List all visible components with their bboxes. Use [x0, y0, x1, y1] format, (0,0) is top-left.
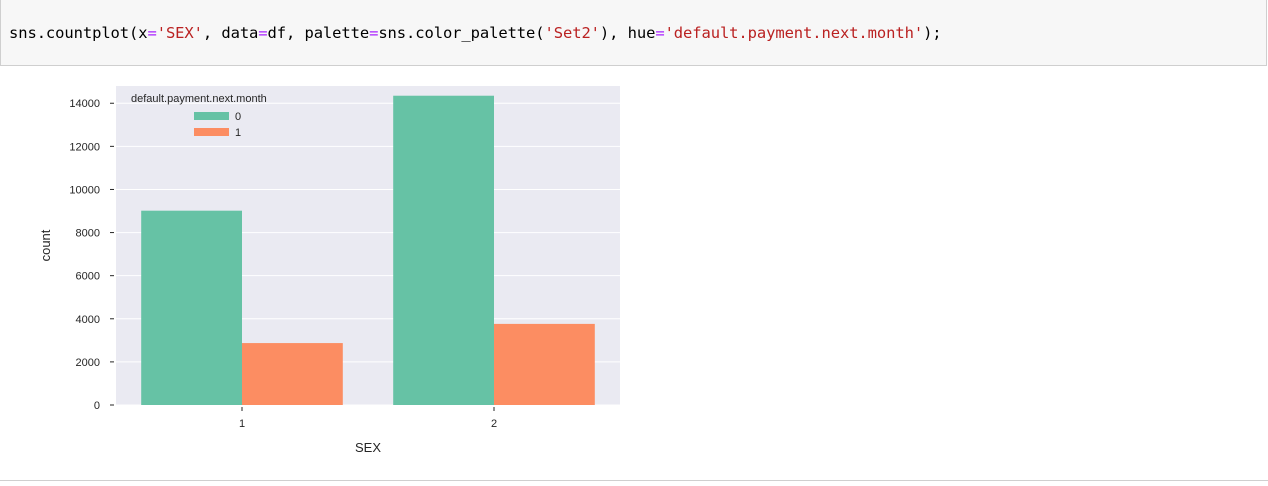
- legend-swatch-1: [194, 128, 229, 136]
- code-token-plain: );: [923, 24, 942, 42]
- y-tick-label: 10000: [69, 184, 100, 196]
- y-tick-label: 8000: [76, 228, 100, 240]
- code-token-str: 'Set2': [544, 24, 601, 42]
- y-tick-label: 0: [94, 400, 100, 412]
- legend-title: default.payment.next.month: [131, 93, 267, 105]
- code-token-op: =: [655, 24, 665, 42]
- code-token-plain: ), hue: [599, 24, 656, 42]
- code-input-area[interactable]: sns.countplot(x='SEX', data=df, palette=…: [0, 0, 1267, 66]
- code-token-str: 'default.payment.next.month': [664, 24, 924, 42]
- x-tick-label: 2: [491, 418, 497, 430]
- bar-sex-2-series-1: [494, 323, 595, 405]
- legend-swatch-0: [194, 112, 229, 120]
- bar-sex-1-series-0: [141, 210, 242, 405]
- y-tick-label: 4000: [76, 314, 100, 326]
- code-token-plain: sns.color_palette(: [378, 24, 545, 42]
- code-line[interactable]: sns.countplot(x='SEX', data=df, palette=…: [9, 24, 942, 42]
- code-token-plain: , data: [202, 24, 259, 42]
- x-axis-label: SEX: [355, 440, 381, 455]
- code-token-op: =: [369, 24, 379, 42]
- code-token-op: =: [258, 24, 268, 42]
- y-axis-label: count: [38, 229, 53, 261]
- y-axis: 0 2000 4000 6000 8000 10000 12000 14000: [69, 98, 114, 412]
- legend: default.payment.next.month 0 1: [131, 93, 267, 139]
- y-tick-label: 14000: [69, 98, 100, 110]
- code-token-plain: sns.countplot(x: [9, 24, 148, 42]
- bar-sex-1-series-1: [242, 343, 343, 405]
- bars: [141, 95, 595, 405]
- code-token-op: =: [147, 24, 157, 42]
- code-token-plain: df, palette: [267, 24, 370, 42]
- y-tick-label: 6000: [76, 271, 100, 283]
- bar-sex-2-series-0: [393, 95, 494, 405]
- cell-divider: [0, 480, 1268, 481]
- y-tick-label: 2000: [76, 357, 100, 369]
- legend-label-0: 0: [235, 111, 241, 123]
- y-tick-label: 12000: [69, 141, 100, 153]
- legend-label-1: 1: [235, 127, 241, 139]
- code-token-str: 'SEX': [156, 24, 203, 42]
- x-tick-label: 1: [239, 418, 245, 430]
